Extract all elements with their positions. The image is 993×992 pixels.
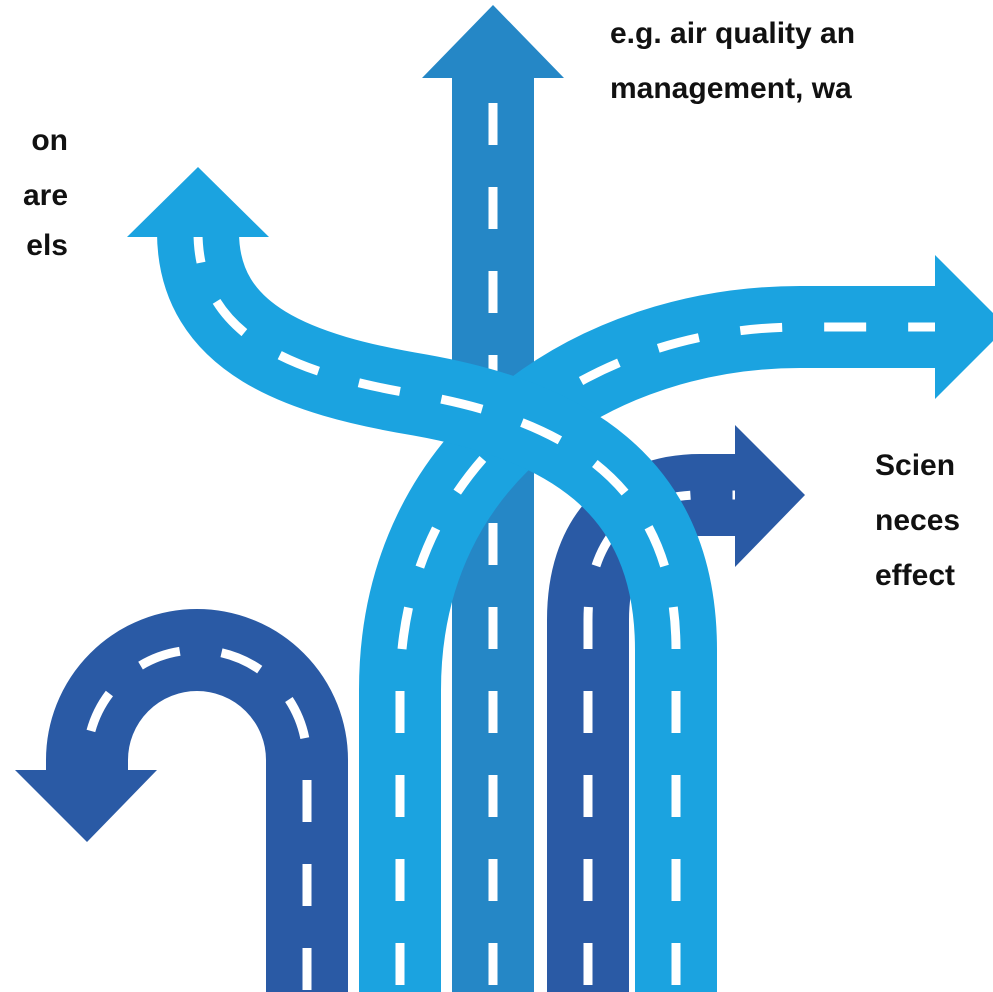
label: Scien	[875, 449, 955, 482]
page: on are els e.g. air quality an managemen…	[0, 0, 993, 992]
road-dark-left	[15, 650, 307, 992]
label: on	[31, 124, 68, 157]
label: neces	[875, 504, 960, 537]
label: effect	[875, 559, 955, 592]
roads-illustration: on are els e.g. air quality an managemen…	[0, 0, 993, 992]
text-top-right: e.g. air quality an management, wa	[610, 17, 855, 105]
label: are	[23, 179, 68, 212]
text-left: on are els	[23, 124, 68, 262]
label: e.g. air quality an	[610, 17, 855, 50]
label: els	[26, 229, 68, 262]
label: management, wa	[610, 72, 852, 105]
text-right: Scien neces effect	[875, 449, 960, 592]
